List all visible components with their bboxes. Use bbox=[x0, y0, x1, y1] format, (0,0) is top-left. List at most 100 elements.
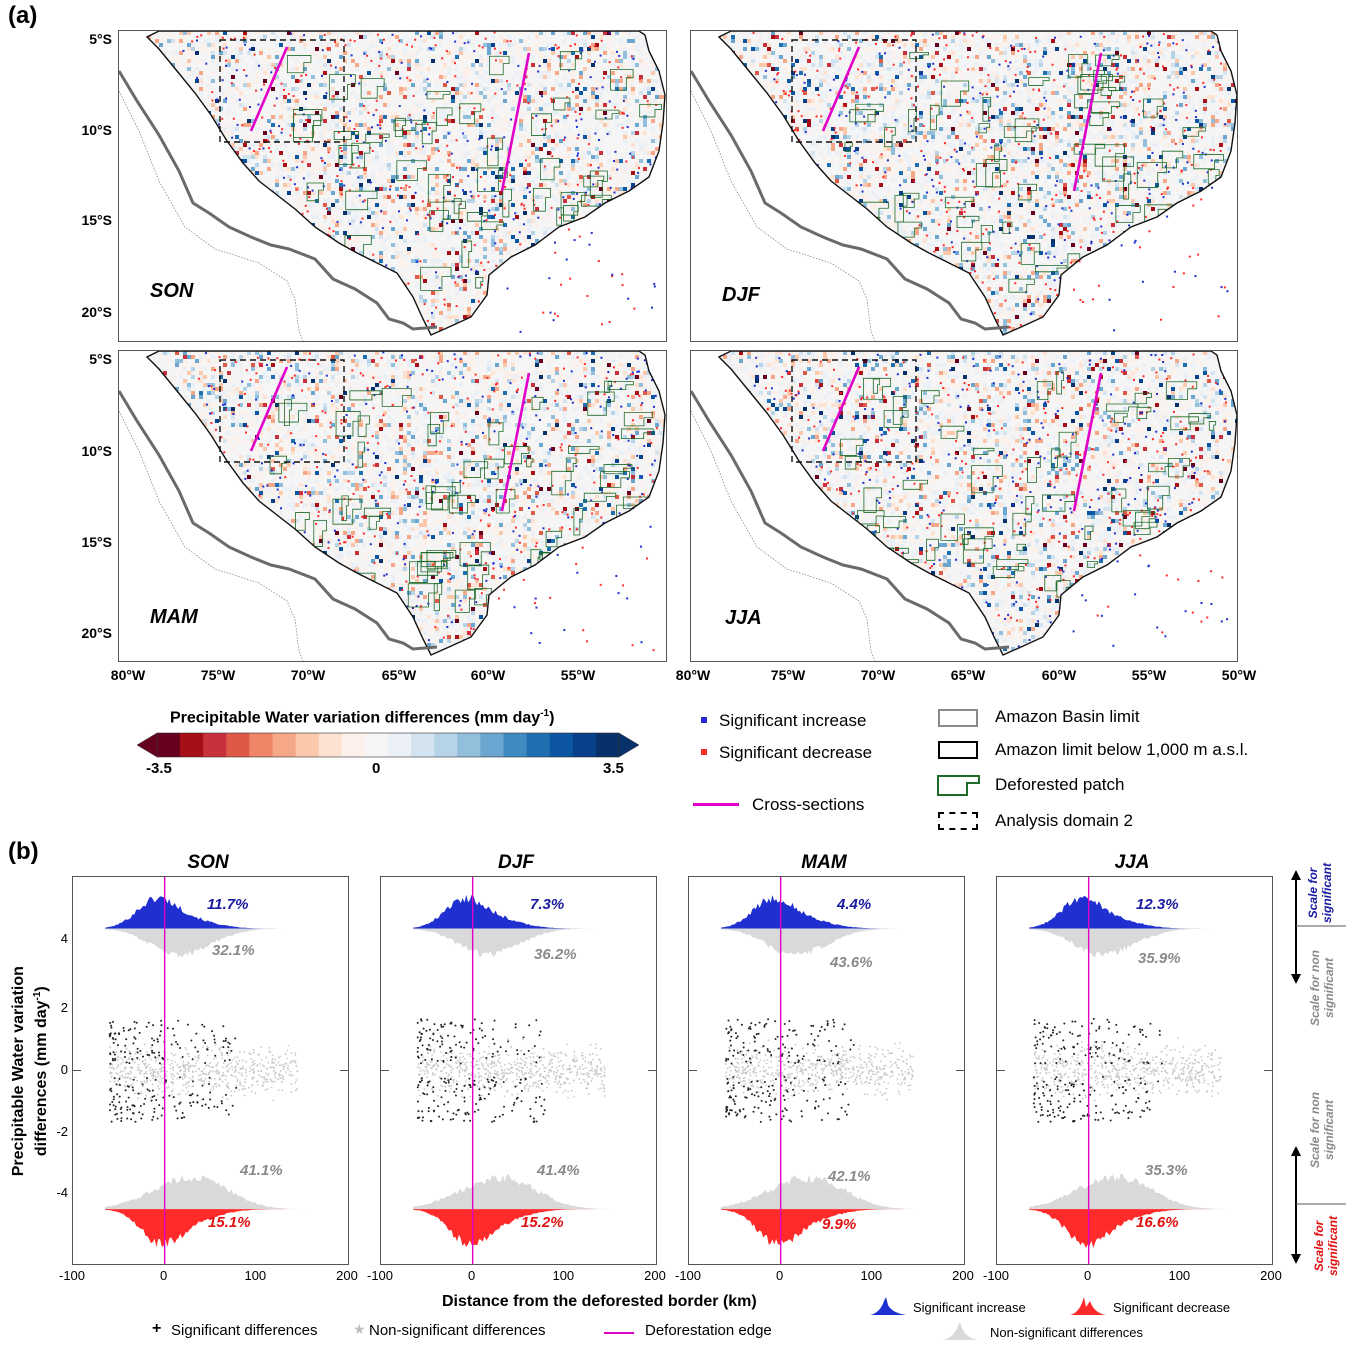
nonsig-point bbox=[728, 1066, 731, 1069]
nonsig-point bbox=[440, 1051, 442, 1054]
nonsig-point bbox=[599, 1061, 602, 1064]
sig-point bbox=[737, 1081, 740, 1084]
nonsig-point bbox=[253, 1062, 256, 1065]
sig-point bbox=[1115, 1023, 1118, 1026]
sig-point bbox=[483, 1086, 486, 1089]
nonsig-point bbox=[734, 1065, 736, 1068]
sig-point bbox=[782, 1094, 785, 1097]
nonsig-point bbox=[736, 1071, 739, 1074]
nonsig-point bbox=[748, 1072, 751, 1075]
pct-sig-decrease-mam: 9.9% bbox=[822, 1216, 856, 1233]
nonsig-point bbox=[584, 1080, 587, 1083]
nonsig-point bbox=[584, 1060, 587, 1063]
sig-point bbox=[1033, 1093, 1036, 1096]
nonsig-point bbox=[135, 1051, 137, 1053]
sig-point bbox=[732, 1086, 735, 1089]
nonsig-point bbox=[166, 1059, 169, 1061]
nonsig-point bbox=[458, 1064, 461, 1066]
sig-point bbox=[728, 1049, 731, 1052]
sig-point bbox=[1074, 1080, 1077, 1083]
nonsig-point bbox=[755, 1071, 758, 1074]
nonsig-point bbox=[865, 1080, 868, 1083]
sig-point bbox=[520, 1100, 523, 1103]
sig-point bbox=[1068, 1103, 1071, 1106]
nonsig-point bbox=[1060, 1091, 1063, 1094]
colorbar-bin bbox=[226, 733, 250, 757]
nonsig-point bbox=[452, 1079, 455, 1082]
colorbar-bin bbox=[503, 733, 528, 757]
nonsig-point bbox=[748, 1042, 751, 1045]
nonsig-point bbox=[1045, 1067, 1048, 1069]
sig-point bbox=[223, 1059, 226, 1062]
sig-point bbox=[1132, 1025, 1135, 1028]
nonsig-point bbox=[1189, 1076, 1192, 1079]
nonsig-point bbox=[226, 1065, 229, 1067]
sig-point bbox=[520, 1089, 523, 1092]
nonsig-point bbox=[887, 1049, 890, 1052]
colorbar-bin bbox=[526, 733, 551, 757]
nonsig-point bbox=[799, 1067, 802, 1069]
sig-point bbox=[109, 1032, 112, 1035]
sig-point bbox=[134, 1120, 137, 1123]
nonsig-point bbox=[230, 1074, 233, 1077]
nonsig-point bbox=[1108, 1071, 1111, 1074]
sig-point bbox=[823, 1076, 826, 1079]
nonsig-point bbox=[1154, 1062, 1157, 1065]
colorbar-bin bbox=[457, 733, 481, 757]
nonsig-point bbox=[750, 1064, 753, 1067]
sig-point bbox=[159, 1030, 162, 1033]
sig-point bbox=[204, 1042, 207, 1045]
nonsig-point bbox=[124, 1085, 127, 1088]
nonsig-point bbox=[169, 1064, 172, 1066]
sig-point bbox=[118, 1083, 121, 1086]
nonsig-point bbox=[187, 1062, 190, 1065]
sig-point bbox=[220, 1100, 223, 1103]
nonsig-point bbox=[1091, 1051, 1094, 1054]
y-axis-label: Precipitable Water variation differences… bbox=[9, 911, 51, 1231]
nonsig-point bbox=[435, 1068, 438, 1071]
nonsig-point bbox=[866, 1093, 869, 1096]
nonsig-point bbox=[1136, 1077, 1139, 1080]
nonsig-point bbox=[117, 1084, 120, 1087]
nonsig-point bbox=[156, 1072, 159, 1075]
nonsig-point bbox=[555, 1066, 558, 1069]
nonsig-point bbox=[847, 1077, 850, 1079]
nonsig-point bbox=[882, 1093, 885, 1095]
nonsig-point bbox=[434, 1073, 437, 1076]
sig-point bbox=[206, 1048, 209, 1051]
nonsig-point bbox=[442, 1066, 445, 1069]
nonsig-point bbox=[1160, 1050, 1163, 1053]
sig-point bbox=[1040, 1106, 1043, 1109]
nonsig-point bbox=[1103, 1054, 1106, 1057]
nonsig-point bbox=[242, 1065, 245, 1068]
nonsig-point bbox=[1033, 1053, 1036, 1056]
nonsig-point bbox=[1177, 1037, 1180, 1039]
nonsig-point bbox=[507, 1072, 510, 1075]
nonsig-point bbox=[1196, 1091, 1199, 1094]
nonsig-point bbox=[907, 1084, 910, 1087]
nonsig-point bbox=[241, 1088, 244, 1091]
nonsig-point bbox=[1079, 1050, 1082, 1053]
nonsig-point bbox=[241, 1074, 244, 1077]
nonsig-point bbox=[1093, 1071, 1096, 1074]
sig-point bbox=[487, 1080, 490, 1083]
nonsig-point bbox=[129, 1070, 132, 1073]
nonsig-point bbox=[239, 1084, 242, 1087]
nonsig-point bbox=[554, 1081, 557, 1083]
nonsig-point bbox=[592, 1058, 595, 1061]
sig-point bbox=[176, 1117, 179, 1120]
nonsig-point bbox=[146, 1080, 149, 1083]
nonsig-point bbox=[487, 1076, 490, 1079]
legend-deforested: Deforested patch bbox=[995, 775, 1124, 795]
nonsig-point bbox=[208, 1065, 210, 1068]
sig-point bbox=[417, 1110, 420, 1113]
nonsig-point bbox=[489, 1062, 491, 1065]
nonsig-point bbox=[1172, 1072, 1174, 1075]
nonsig-point bbox=[739, 1080, 742, 1083]
nonsig-point bbox=[582, 1073, 585, 1076]
season-label-jja: JJA bbox=[725, 607, 762, 630]
distribution-shape bbox=[105, 1175, 307, 1210]
nonsig-point bbox=[1217, 1064, 1220, 1067]
nonsig-point bbox=[1076, 1071, 1079, 1074]
nonsig-point bbox=[897, 1067, 900, 1069]
